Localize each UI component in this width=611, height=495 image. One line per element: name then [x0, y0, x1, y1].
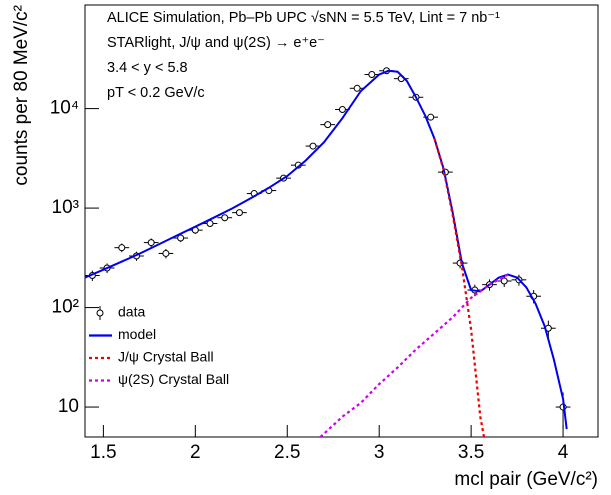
curve	[319, 273, 509, 437]
legend-label: model	[118, 326, 156, 342]
annotation: ALICE Simulation, Pb–Pb UPC √sNN = 5.5 T…	[107, 10, 500, 26]
data-point	[118, 244, 126, 252]
legend-marker	[96, 309, 104, 317]
annotation: STARlight, J/ψ and ψ(2S) → e⁺e⁻	[107, 35, 325, 51]
data-point	[427, 113, 435, 121]
x-tick-label: 4	[558, 442, 569, 463]
y-tick-label: 10³	[52, 197, 79, 218]
data-point	[235, 209, 243, 217]
y-tick-label: 10⁴	[50, 98, 79, 119]
data-point	[221, 214, 229, 222]
legend-label: J/ψ Crystal Ball	[118, 349, 214, 365]
data-point	[309, 142, 317, 150]
curve	[433, 138, 486, 437]
x-tick-label: 2	[190, 442, 201, 463]
data-point	[368, 71, 376, 79]
y-tick-label: 10²	[52, 297, 79, 318]
legend-label: data	[118, 304, 145, 320]
data-point	[147, 239, 155, 247]
data-point	[338, 105, 346, 113]
x-tick-label: 1.5	[90, 442, 116, 463]
annotation: pT < 0.2 GeV/c	[107, 85, 205, 101]
curve	[85, 69, 568, 430]
annotation: 3.4 < y < 5.8	[107, 60, 188, 76]
x-tick-label: 3.5	[458, 442, 484, 463]
x-tick-label: 2.5	[274, 442, 300, 463]
x-axis-label: mcl pair (GeV/c²)	[454, 469, 598, 490]
y-tick-label: 10	[58, 396, 79, 417]
data-point	[324, 121, 332, 129]
plot-frame	[84, 4, 599, 438]
data-point	[162, 249, 170, 257]
data-point	[353, 84, 361, 92]
x-tick-label: 3	[374, 442, 385, 463]
legend-label: ψ(2S) Crystal Ball	[118, 371, 229, 387]
data-point	[500, 277, 508, 285]
data-point	[177, 234, 185, 242]
y-axis-label: counts per 80 MeV/c²	[11, 5, 32, 186]
